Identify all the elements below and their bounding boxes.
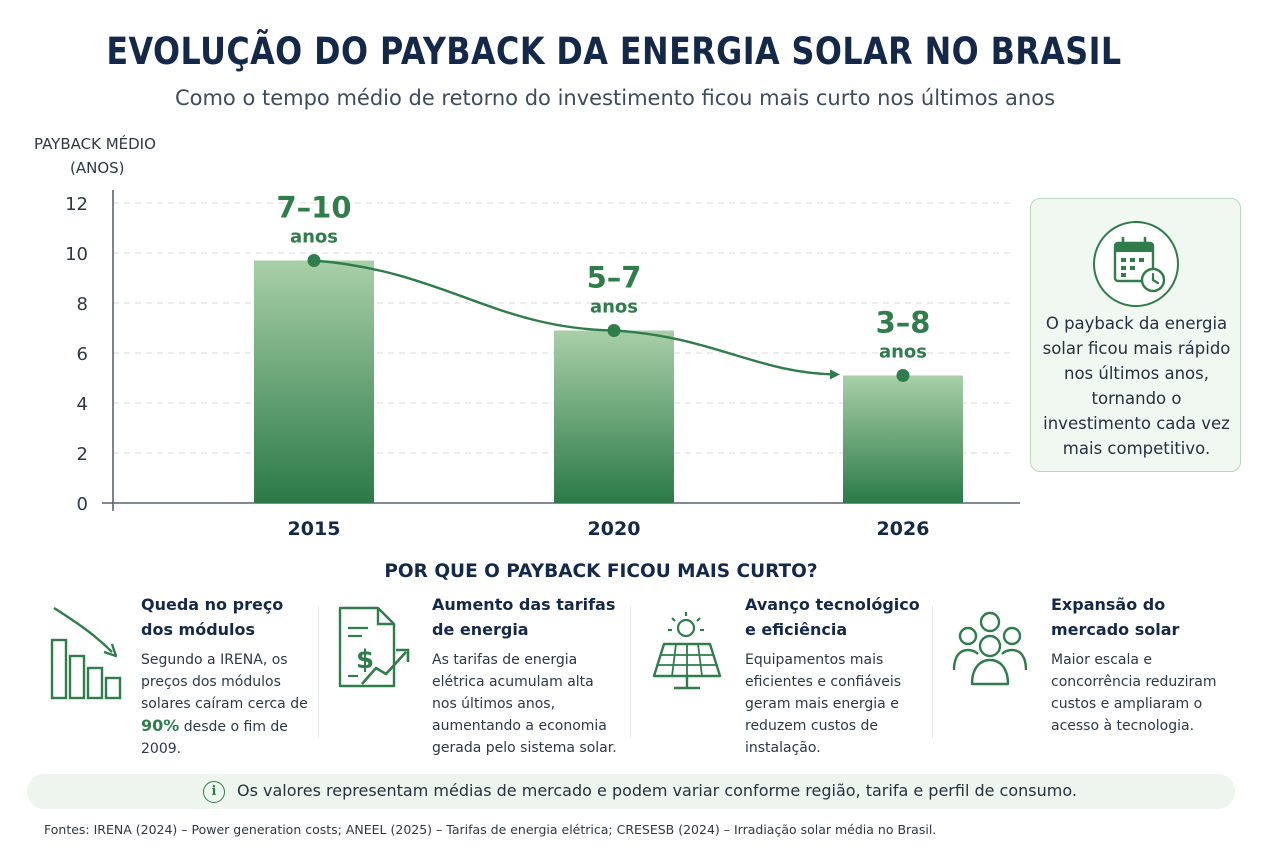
y-axis-label-line2: (ANOS): [70, 159, 125, 177]
data-label-unit: anos: [590, 297, 638, 318]
divider: [932, 606, 933, 738]
y-tick-label: 8: [77, 294, 88, 315]
payback-note-box: O payback da energia solar ficou mais rá…: [1030, 198, 1241, 472]
page-subtitle: Como o tempo médio de retorno do investi…: [174, 86, 1056, 110]
factor-description: Maior escala e concorrência reduziram cu…: [1051, 652, 1217, 734]
data-label-range: 3–8: [876, 306, 931, 340]
people-group-icon: [952, 611, 1028, 686]
payback-note-text: O payback da energia solar ficou mais rá…: [1042, 314, 1231, 458]
y-tick-label: 0: [77, 494, 88, 515]
disclaimer-banner: i Os valores representam médias de merca…: [27, 774, 1235, 809]
y-tick-label: 2: [77, 444, 88, 465]
y-tick-label: 4: [77, 394, 88, 415]
highlight-value: 90%: [141, 716, 180, 735]
factor-description: Segundo a IRENA, os preços dos módulos s…: [141, 652, 308, 757]
x-tick-label: 2026: [877, 518, 930, 540]
solar-panel-icon: [652, 612, 722, 690]
trend-line-segment: [313, 259, 615, 332]
y-tick-label: 6: [77, 344, 88, 365]
x-tick-label: 2015: [288, 518, 341, 540]
factor-module-price: Queda no preço dos módulos Segundo a IRE…: [46, 592, 316, 762]
page-title: EVOLUÇÃO DO PAYBACK DA ENERGIA SOLAR NO …: [106, 30, 1122, 73]
factor-title: Expansão do mercado solar: [1051, 595, 1180, 639]
calendar-clock-icon: [1093, 221, 1179, 307]
factor-description: As tarifas de energia elétrica acumulam …: [432, 652, 617, 756]
divider: [318, 606, 319, 738]
data-label-unit: anos: [879, 342, 927, 363]
trend-point: [896, 369, 910, 382]
data-label-range: 5–7: [587, 261, 642, 295]
bar-2020: [554, 330, 674, 503]
factor-title: Queda no preço dos módulos: [141, 595, 284, 639]
factor-title: Aumento das tarifas de energia: [432, 595, 616, 639]
factor-title: Avanço tecnológico e eficiência: [745, 595, 920, 639]
trend-point: [607, 324, 621, 337]
divider: [630, 606, 631, 738]
x-tick-label: 2020: [588, 518, 641, 540]
factor-market-expansion: Expansão do mercado solar Maior escala e…: [950, 592, 1230, 762]
info-icon: i: [203, 781, 225, 803]
bar-2015: [254, 260, 374, 503]
data-label-range: 7–10: [276, 191, 351, 225]
why-section-title: POR QUE O PAYBACK FICOU MAIS CURTO?: [384, 561, 818, 582]
y-tick-label: 10: [65, 244, 88, 265]
trend-line-arrow: [613, 329, 840, 380]
data-label-unit: anos: [290, 227, 338, 248]
bar-2026: [843, 375, 963, 503]
falling-bars-icon: [50, 606, 122, 700]
factor-description: Equipamentos mais eficientes e confiávei…: [745, 652, 902, 756]
sources-footnote: Fontes: IRENA (2024) – Power generation …: [44, 822, 937, 837]
svg-text:$: $: [356, 645, 374, 675]
y-axis-label-line1: PAYBACK MÉDIO: [34, 134, 156, 153]
y-tick-label: 12: [65, 194, 88, 215]
trend-point: [307, 254, 321, 267]
disclaimer-text: Os valores representam médias de mercado…: [237, 781, 1077, 800]
factor-technology: Avanço tecnológico e eficiência Equipame…: [650, 592, 920, 762]
factor-energy-tariffs: $ Aumento das tarifas de energia As tari…: [336, 592, 626, 762]
invoice-dollar-icon: $: [338, 606, 410, 688]
